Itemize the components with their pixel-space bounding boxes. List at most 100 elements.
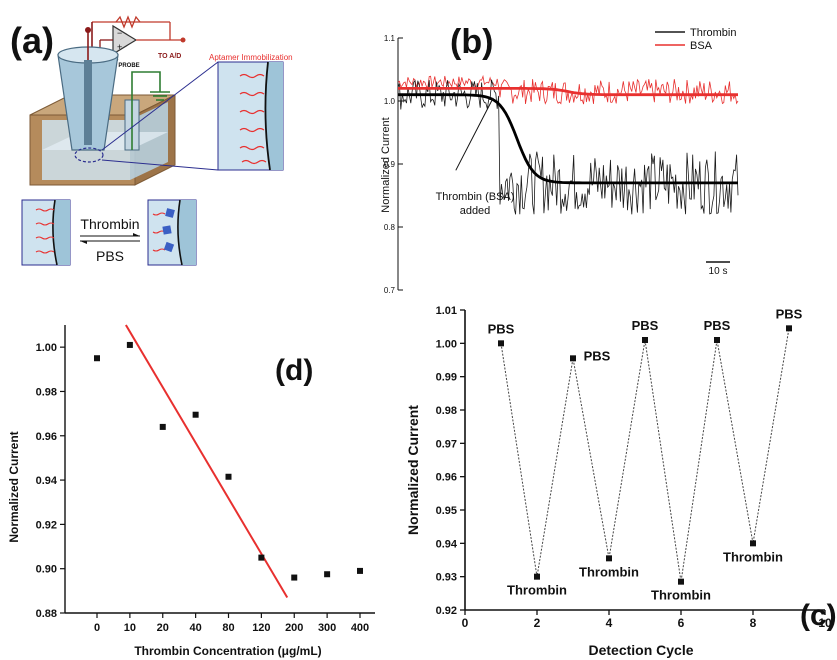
c-y-tick-label: 1.01 <box>436 305 457 317</box>
aptamer-strand <box>239 91 265 97</box>
aptamer-strand <box>152 248 166 252</box>
c-y-tick-label: 0.93 <box>436 572 457 584</box>
b-series-thrombin <box>397 79 739 215</box>
amp-output-label: TO A/D <box>158 53 181 60</box>
d-x-tick-label: 20 <box>157 622 169 634</box>
b-annotation-pointer <box>455 97 494 171</box>
d-y-tick-label: 0.92 <box>36 519 57 531</box>
c-x-tick-label: 0 <box>462 616 469 630</box>
c-x-tick-label: 10 <box>818 616 832 630</box>
d-y-tick-label: 1.00 <box>36 342 57 354</box>
d-x-tick-label: 40 <box>190 622 202 634</box>
c-point-label: PBS <box>704 318 731 333</box>
d-x-tick-label: 300 <box>318 622 336 634</box>
d-y-tick-label: 0.98 <box>36 386 57 398</box>
c-point-label: PBS <box>632 318 659 333</box>
aptamer-strand <box>239 145 265 151</box>
c-point-label: Thrombin <box>579 564 639 579</box>
b-y-tick-label: 1.0 <box>384 97 396 106</box>
aptamer-zoom-inset: Aptamer Immobilization <box>209 53 293 171</box>
panel-d-chart: (d) Normalized Current Thrombin Concentr… <box>7 324 375 658</box>
d-fit-line <box>125 324 289 599</box>
svg-text:−: − <box>117 28 122 38</box>
c-point-label: PBS <box>488 321 515 336</box>
b-annotation-line1: Thrombin (BSA) <box>436 191 515 203</box>
d-data-point <box>192 411 199 418</box>
c-y-tick-label: 0.94 <box>436 538 458 550</box>
c-x-tick-label: 4 <box>606 616 613 630</box>
c-point-label: PBS <box>584 348 611 363</box>
c-y-tick-label: 0.99 <box>436 372 457 384</box>
d-data-point <box>357 567 363 574</box>
panel-c-label: (c) <box>800 599 837 632</box>
d-data-point <box>225 473 232 480</box>
c-y-tick-label: 1.00 <box>436 338 457 350</box>
aptamer-immobilization-title: Aptamer Immobilization <box>209 53 293 62</box>
d-data-point <box>324 571 331 578</box>
c-data-point <box>498 340 504 347</box>
thrombin-block <box>163 241 175 253</box>
c-y-tick-label: 0.96 <box>436 472 457 484</box>
aptamer-strand <box>35 236 55 240</box>
aptamer-strands <box>239 73 267 165</box>
probe-electrode <box>57 27 119 151</box>
b-annotation-line2: added <box>460 205 491 217</box>
b-legend-label: BSA <box>690 40 713 52</box>
d-x-tick-label: 0 <box>94 622 100 634</box>
c-data-point <box>714 337 720 343</box>
panel-d-label: (d) <box>275 354 313 387</box>
zoom-line-bottom <box>101 159 219 171</box>
d-data-point <box>258 554 265 561</box>
c-y-tick-label: 0.97 <box>436 438 457 450</box>
panel-a-schematic: (a) − + TO A/D VPROBE <box>10 15 293 266</box>
aptamer-strand <box>241 159 267 165</box>
aptamer-strand <box>239 73 265 79</box>
c-point-label: Thrombin <box>507 583 567 598</box>
panel-b-label: (b) <box>450 23 493 61</box>
c-x-tick-label: 2 <box>534 616 541 630</box>
c-data-point <box>570 355 576 362</box>
c-point-label: Thrombin <box>651 588 711 603</box>
zoom-region <box>74 147 104 163</box>
aptamer-strand <box>35 222 55 226</box>
b-fit-thrombin <box>398 93 738 185</box>
c-y-tick-label: 0.95 <box>436 505 457 517</box>
c-x-tick-label: 6 <box>678 616 685 630</box>
panel-b-ylabel: Normalized Current <box>380 117 392 212</box>
c-point-label: PBS <box>776 306 803 321</box>
panel-c-chart: (c) Normalized Current Detection Cycle 0… <box>405 305 837 658</box>
b-y-tick-label: 0.9 <box>384 160 396 169</box>
b-fit-bsa <box>398 87 738 97</box>
c-data-point <box>534 573 540 580</box>
c-y-tick-label: 0.92 <box>436 605 457 617</box>
b-y-tick-label: 0.8 <box>384 223 396 232</box>
d-x-tick-label: 120 <box>252 622 270 634</box>
reaction-aptamers <box>35 208 166 254</box>
aptamer-strand <box>152 212 166 216</box>
c-y-tick-label: 0.98 <box>436 405 457 417</box>
aptamer-strand <box>35 250 55 254</box>
c-data-point <box>642 337 648 343</box>
panel-a-label: (a) <box>10 20 54 61</box>
b-y-tick-label: 0.7 <box>384 286 396 295</box>
reaction-scheme: Thrombin PBS <box>21 199 197 266</box>
b-legend-label: Thrombin <box>690 27 736 39</box>
thrombin-block <box>162 225 172 235</box>
thrombin-block <box>165 208 175 218</box>
panel-c-xlabel: Detection Cycle <box>588 642 693 658</box>
c-x-tick-label: 8 <box>750 616 757 630</box>
d-y-tick-label: 0.90 <box>36 564 57 576</box>
c-data-point <box>750 540 756 547</box>
d-x-tick-label: 400 <box>351 622 369 634</box>
panel-d-ylabel: Normalized Current <box>7 431 21 542</box>
forward-label: Thrombin <box>80 216 139 232</box>
c-data-point <box>606 555 612 562</box>
c-data-point <box>678 578 684 585</box>
d-y-tick-label: 0.96 <box>36 431 57 443</box>
aptamer-strand <box>239 109 265 115</box>
panel-d-xlabel: Thrombin Concentration (μg/mL) <box>134 644 321 658</box>
d-x-tick-label: 10 <box>124 622 136 634</box>
d-data-point <box>126 341 133 348</box>
aptamer-strand <box>35 208 55 212</box>
c-series-line <box>500 328 790 582</box>
